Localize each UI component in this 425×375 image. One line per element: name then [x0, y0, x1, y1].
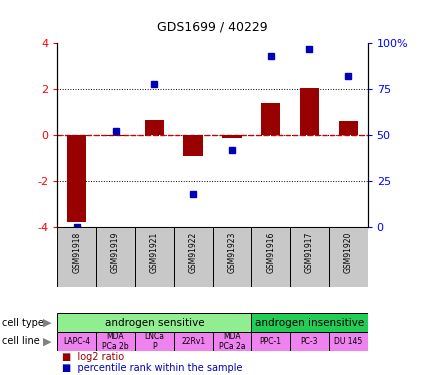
Bar — [222, 135, 241, 138]
Bar — [251, 332, 290, 351]
Bar — [212, 332, 251, 351]
Text: cell line: cell line — [2, 336, 40, 346]
Text: GSM91919: GSM91919 — [111, 232, 120, 273]
Bar — [96, 227, 135, 287]
Bar — [261, 103, 280, 135]
Bar — [290, 332, 329, 351]
Text: GSM91923: GSM91923 — [227, 232, 236, 273]
Text: ■  log2 ratio: ■ log2 ratio — [62, 352, 124, 362]
Bar — [329, 227, 368, 287]
Bar — [339, 121, 358, 135]
Text: DU 145: DU 145 — [334, 337, 363, 346]
Bar — [212, 227, 251, 287]
Bar — [57, 227, 96, 287]
Text: PC-3: PC-3 — [301, 337, 318, 346]
Text: GDS1699 / 40229: GDS1699 / 40229 — [157, 21, 268, 34]
Text: androgen sensitive: androgen sensitive — [105, 318, 204, 327]
Bar — [57, 332, 96, 351]
Bar — [67, 135, 86, 222]
Bar — [329, 332, 368, 351]
Bar — [290, 227, 329, 287]
Text: ▶: ▶ — [42, 318, 51, 327]
Text: PPC-1: PPC-1 — [260, 337, 282, 346]
Bar — [251, 227, 290, 287]
Bar — [135, 332, 174, 351]
Bar — [251, 313, 368, 332]
Text: ■  percentile rank within the sample: ■ percentile rank within the sample — [62, 363, 242, 373]
Bar — [96, 332, 135, 351]
Bar — [57, 313, 251, 332]
Text: GSM91922: GSM91922 — [189, 232, 198, 273]
Text: cell type: cell type — [2, 318, 44, 327]
Text: GSM91918: GSM91918 — [72, 232, 81, 273]
Text: 22Rv1: 22Rv1 — [181, 337, 205, 346]
Bar — [174, 227, 212, 287]
Text: LNCa
P: LNCa P — [144, 332, 164, 351]
Text: GSM91916: GSM91916 — [266, 232, 275, 273]
Text: GSM91921: GSM91921 — [150, 232, 159, 273]
Bar — [135, 227, 174, 287]
Text: GSM91917: GSM91917 — [305, 232, 314, 273]
Bar — [144, 120, 164, 135]
Text: LAPC-4: LAPC-4 — [63, 337, 91, 346]
Bar — [174, 332, 212, 351]
Bar — [184, 135, 203, 156]
Text: GSM91920: GSM91920 — [344, 232, 353, 273]
Text: androgen insensitive: androgen insensitive — [255, 318, 364, 327]
Text: MDA
PCa 2b: MDA PCa 2b — [102, 332, 129, 351]
Bar — [300, 88, 319, 135]
Text: MDA
PCa 2a: MDA PCa 2a — [218, 332, 245, 351]
Text: ▶: ▶ — [42, 336, 51, 346]
Bar — [106, 135, 125, 136]
